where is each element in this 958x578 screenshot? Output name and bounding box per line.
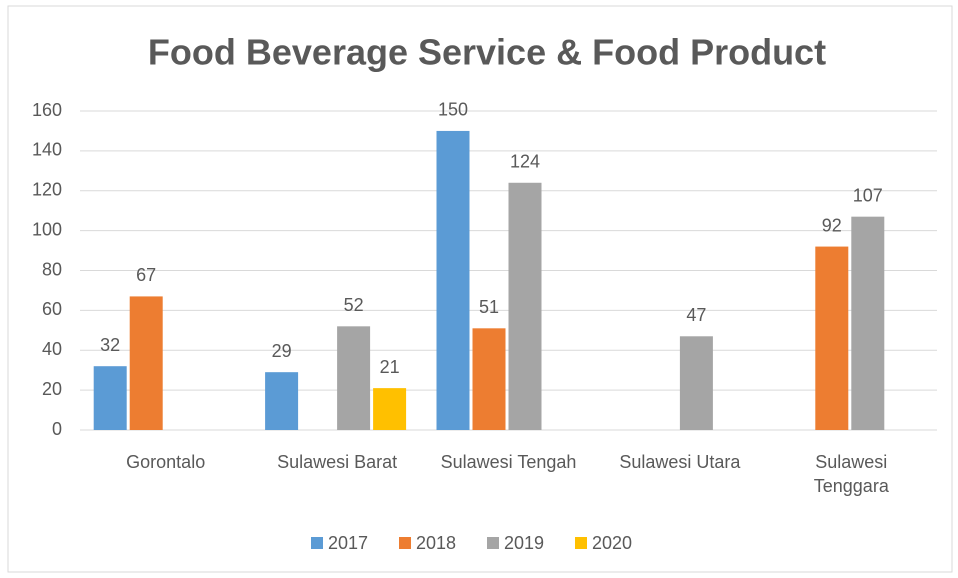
data-label: 52: [344, 295, 364, 315]
bar: [265, 372, 299, 430]
bar: [337, 326, 371, 430]
chart-title: Food Beverage Service & Food Product: [148, 32, 826, 73]
y-tick-label: 40: [42, 339, 62, 359]
legend-swatch: [311, 537, 323, 549]
data-label: 32: [100, 335, 120, 355]
bar: [129, 296, 163, 430]
data-label: 51: [479, 297, 499, 317]
data-label: 124: [510, 152, 540, 172]
bar: [373, 388, 407, 430]
legend-label: 2017: [328, 533, 368, 553]
y-tick-label: 160: [32, 100, 62, 120]
legend-label: 2019: [504, 533, 544, 553]
bar: [472, 328, 506, 430]
data-label: 92: [822, 215, 842, 235]
y-tick-label: 140: [32, 140, 62, 160]
bar: [679, 336, 713, 430]
bar: [508, 182, 542, 430]
chart-border: [7, 5, 953, 573]
x-tick-label: Sulawesi Barat: [277, 452, 398, 472]
x-tick-label: Sulawesi Utara: [619, 452, 741, 472]
y-tick-label: 100: [32, 219, 62, 239]
data-label: 107: [853, 185, 883, 205]
data-label: 47: [686, 305, 706, 325]
x-tick-label: Sulawesi Tenggara: [813, 452, 889, 496]
y-tick-label: 120: [32, 180, 62, 200]
legend-label: 2018: [416, 533, 456, 553]
legend-swatch: [575, 537, 587, 549]
x-tick-label: Gorontalo: [126, 452, 206, 472]
y-tick-label: 0: [52, 419, 62, 439]
y-tick-label: 20: [42, 379, 62, 399]
data-label: 67: [136, 265, 156, 285]
data-label: 29: [272, 341, 292, 361]
x-tick-label: Sulawesi Tengah: [440, 452, 577, 472]
bar: [93, 366, 127, 430]
data-label: 150: [438, 100, 468, 120]
bar: [815, 246, 849, 430]
data-label: 21: [380, 357, 400, 377]
y-tick-label: 60: [42, 299, 62, 319]
legend-swatch: [487, 537, 499, 549]
legend-swatch: [399, 537, 411, 549]
bar: [436, 130, 470, 430]
bar: [851, 216, 885, 430]
legend-label: 2020: [592, 533, 632, 553]
y-tick-label: 80: [42, 259, 62, 279]
